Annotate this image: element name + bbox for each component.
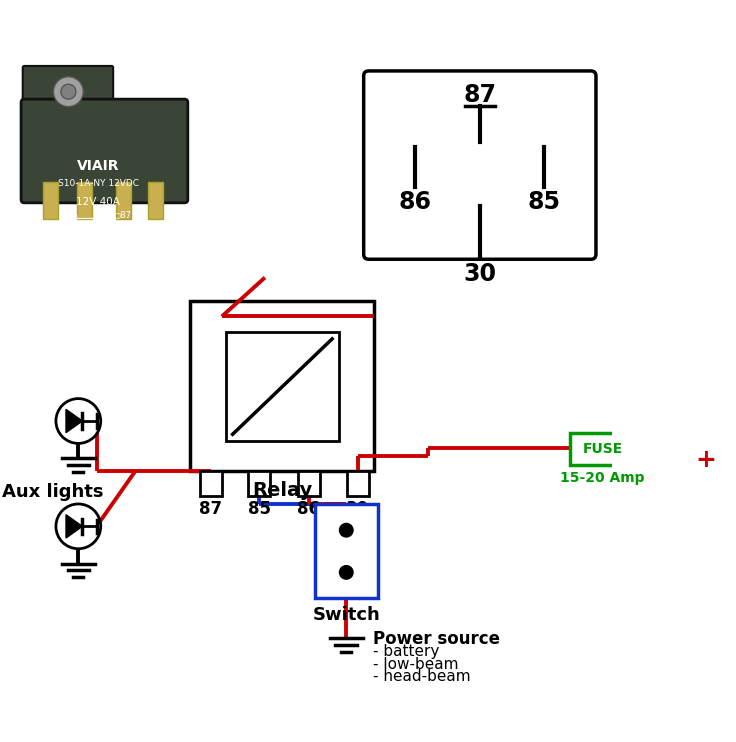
Circle shape: [339, 523, 354, 538]
Circle shape: [54, 76, 83, 107]
Circle shape: [61, 84, 76, 99]
Text: Power source: Power source: [373, 630, 500, 648]
Bar: [226, 332, 339, 441]
Bar: [116, 182, 132, 219]
Text: ○30: ○30: [114, 224, 132, 233]
Text: 15-20 Amp: 15-20 Amp: [560, 470, 645, 485]
Bar: [298, 470, 319, 496]
Text: FUSE: FUSE: [582, 442, 623, 456]
Text: 30: 30: [464, 262, 496, 286]
Text: +: +: [696, 448, 717, 472]
FancyBboxPatch shape: [23, 66, 113, 117]
Text: 87: 87: [199, 500, 222, 518]
Text: - head-beam: - head-beam: [373, 669, 470, 684]
Bar: [77, 182, 91, 219]
Bar: [682, 430, 736, 491]
Text: 30: 30: [347, 500, 369, 518]
Bar: [148, 182, 163, 219]
Text: -: -: [735, 444, 736, 476]
Bar: [191, 301, 375, 470]
Text: ○87: ○87: [114, 211, 132, 220]
Bar: [347, 470, 369, 496]
Circle shape: [56, 504, 101, 549]
Text: 85: 85: [247, 500, 271, 518]
Bar: [248, 470, 270, 496]
Circle shape: [339, 565, 354, 580]
Text: 87: 87: [464, 82, 496, 107]
Text: 12V 40A: 12V 40A: [77, 197, 120, 207]
Text: 86: 86: [297, 500, 320, 518]
Text: VIAIR: VIAIR: [77, 159, 119, 172]
Text: 85○: 85○: [60, 211, 78, 220]
Bar: [43, 182, 58, 219]
Text: S10-1A-NY 12VDC: S10-1A-NY 12VDC: [57, 180, 138, 188]
FancyBboxPatch shape: [364, 71, 596, 259]
Bar: [570, 433, 635, 465]
Polygon shape: [66, 410, 82, 433]
Bar: [315, 504, 378, 598]
Polygon shape: [66, 515, 82, 538]
FancyBboxPatch shape: [21, 99, 188, 203]
Text: - battery: - battery: [373, 644, 439, 659]
Text: Aux lights: Aux lights: [2, 482, 103, 501]
Circle shape: [56, 398, 101, 444]
Text: 86: 86: [399, 191, 431, 214]
Text: Switch: Switch: [312, 606, 380, 624]
Text: Relay: Relay: [252, 481, 313, 499]
Bar: [200, 470, 222, 496]
Text: 86○: 86○: [60, 224, 78, 233]
Text: 85: 85: [527, 191, 560, 214]
Text: - low-beam: - low-beam: [373, 657, 459, 672]
